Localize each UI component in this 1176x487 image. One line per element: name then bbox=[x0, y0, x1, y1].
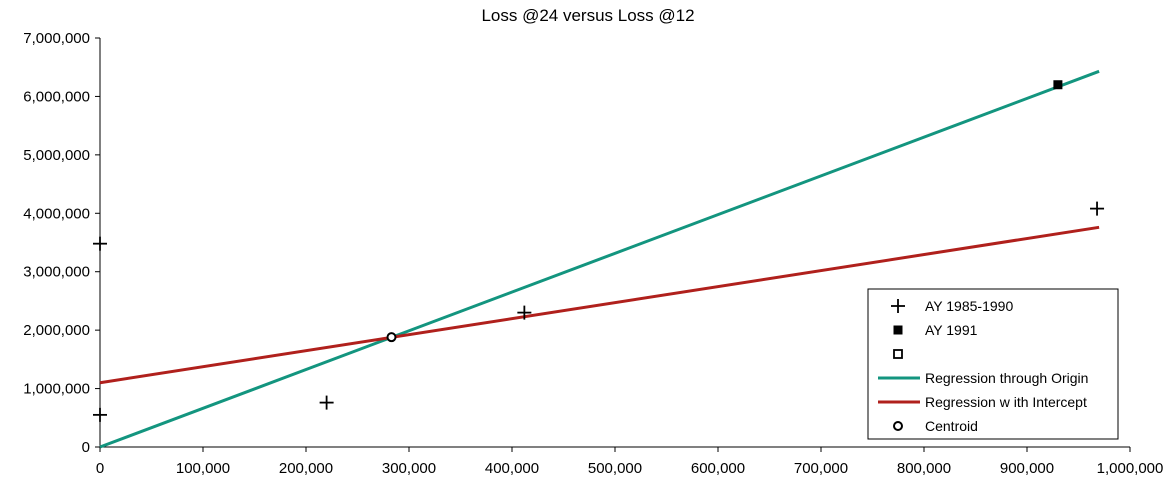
regression-line-3 bbox=[99, 69, 1100, 449]
x-tick-label: 500,000 bbox=[588, 460, 642, 477]
x-tick-label: 0 bbox=[96, 460, 104, 477]
data-point-s0-p1 bbox=[93, 407, 107, 422]
y-tick-label: 0 bbox=[82, 439, 90, 456]
legend-label-3: Regression through Origin bbox=[925, 370, 1088, 386]
data-point-s0-p4 bbox=[1090, 201, 1105, 216]
legend: AY 1985-1990 AY 1991 Regression through Or… bbox=[867, 288, 1119, 440]
x-tick-label: 200,000 bbox=[279, 460, 333, 477]
y-tick-label: 6,000,000 bbox=[23, 88, 90, 105]
data-point-s1-p0 bbox=[1053, 80, 1063, 90]
y-tick-label: 4,000,000 bbox=[23, 205, 90, 222]
legend-swatch-5 bbox=[893, 421, 903, 431]
x-tick-label: 800,000 bbox=[897, 460, 951, 477]
legend-swatch-0 bbox=[891, 299, 905, 313]
legend-swatch-1 bbox=[893, 325, 903, 335]
axes: 0 1,000,000 2,000,000 3,000,000 4,000,000 5,0… bbox=[23, 30, 1163, 477]
legend-swatch-2 bbox=[893, 349, 903, 359]
data-point-s0-p0 bbox=[93, 236, 107, 251]
y-tick-label: 3,000,000 bbox=[23, 264, 90, 281]
data-point-s0-p3 bbox=[517, 305, 532, 320]
x-tick-label: 100,000 bbox=[176, 460, 230, 477]
x-tick-label: 400,000 bbox=[485, 460, 539, 477]
y-tick-label: 1,000,000 bbox=[23, 381, 90, 398]
data-markers bbox=[93, 80, 1105, 422]
chart-title: Loss @24 versus Loss @12 bbox=[481, 6, 694, 25]
x-tick-label: 600,000 bbox=[691, 460, 745, 477]
x-tick-label: 300,000 bbox=[382, 460, 436, 477]
legend-label-4: Regression w ith Intercept bbox=[925, 394, 1087, 410]
legend-label-5: Centroid bbox=[925, 418, 978, 434]
data-point-s5-p0 bbox=[386, 332, 397, 343]
regression-line-4 bbox=[99, 225, 1100, 385]
data-point-s0-p2 bbox=[319, 395, 334, 410]
y-tick-label: 5,000,000 bbox=[23, 147, 90, 164]
y-tick-label: 7,000,000 bbox=[23, 30, 90, 47]
x-tick-label: 700,000 bbox=[794, 460, 848, 477]
regression-lines bbox=[99, 69, 1100, 449]
legend-box bbox=[867, 288, 1119, 440]
x-tick-label: 1,000,000 bbox=[1097, 460, 1164, 477]
y-tick-label: 2,000,000 bbox=[23, 322, 90, 339]
legend-label-0: AY 1985-1990 bbox=[925, 298, 1013, 314]
x-tick-label: 900,000 bbox=[1000, 460, 1054, 477]
legend-label-1: AY 1991 bbox=[925, 322, 978, 338]
